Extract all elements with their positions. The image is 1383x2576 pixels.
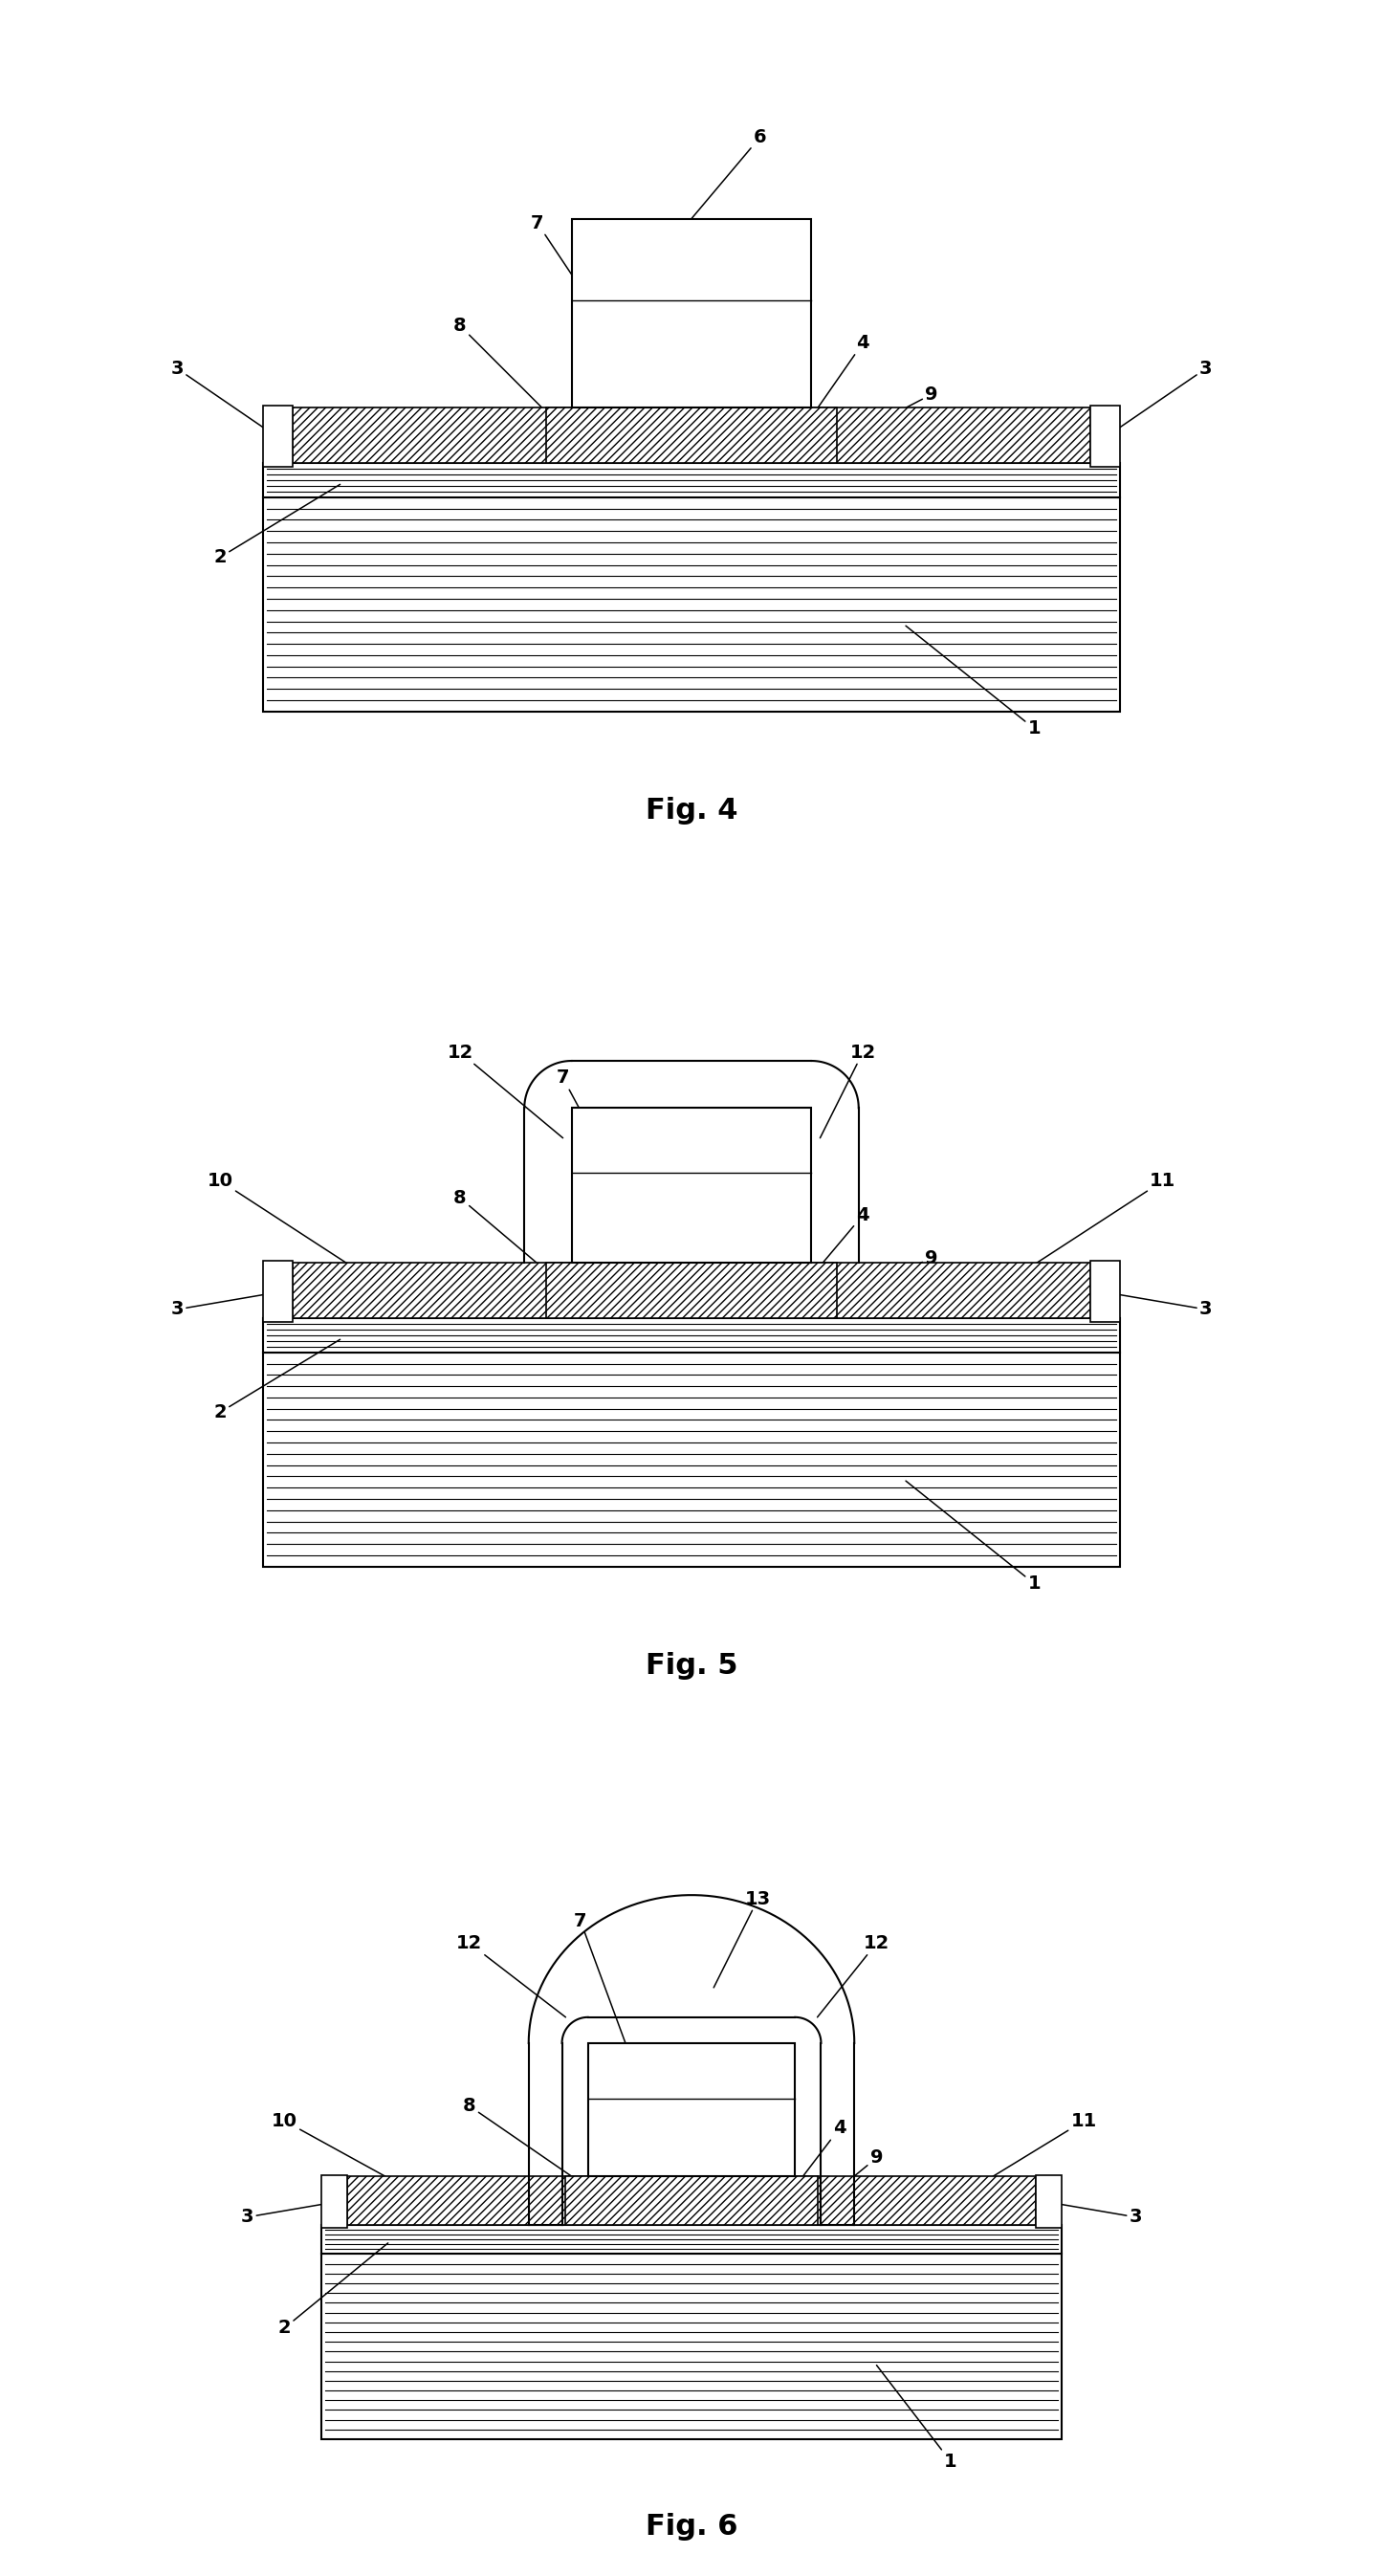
Bar <box>263 497 1120 711</box>
Text: 10: 10 <box>207 1172 391 1293</box>
Bar <box>263 1260 293 1321</box>
Bar <box>263 1319 1120 1352</box>
Bar <box>293 1262 1090 1319</box>
Text: 2: 2 <box>213 1340 340 1422</box>
Text: 3: 3 <box>1050 2202 1142 2226</box>
Bar <box>263 404 293 466</box>
Text: 11: 11 <box>950 2112 1097 2202</box>
Bar <box>321 2254 1062 2439</box>
Text: 7: 7 <box>574 1911 632 2061</box>
Text: 12: 12 <box>447 1043 563 1139</box>
Text: 8: 8 <box>463 2097 588 2187</box>
Text: Fig. 6: Fig. 6 <box>646 2514 737 2540</box>
Bar <box>588 2043 795 2177</box>
Bar <box>1090 404 1120 466</box>
Text: 12: 12 <box>456 1935 566 2017</box>
Text: Fig. 4: Fig. 4 <box>646 796 737 824</box>
Text: 4: 4 <box>780 2120 846 2205</box>
Text: 12: 12 <box>817 1935 889 2017</box>
Text: 6: 6 <box>692 129 766 219</box>
Text: 1: 1 <box>906 626 1041 737</box>
Bar <box>571 1108 812 1262</box>
Bar <box>546 1262 837 1319</box>
Text: 3: 3 <box>170 1293 278 1319</box>
Text: 8: 8 <box>454 1190 571 1293</box>
Bar <box>566 2177 817 2226</box>
Text: 3: 3 <box>1105 1293 1213 1319</box>
Text: 1: 1 <box>906 1481 1041 1592</box>
Bar <box>321 2226 1062 2254</box>
Bar <box>263 1352 1120 1566</box>
Text: Fig. 5: Fig. 5 <box>646 1651 737 1680</box>
Text: 3: 3 <box>1105 361 1213 438</box>
Bar <box>293 407 1090 464</box>
Text: 3: 3 <box>170 361 278 438</box>
Text: 4: 4 <box>794 335 870 440</box>
Text: 7: 7 <box>556 1069 622 1190</box>
Text: 8: 8 <box>454 317 571 438</box>
Text: 1: 1 <box>877 2365 957 2470</box>
Bar <box>571 219 812 407</box>
Text: 4: 4 <box>794 1206 870 1296</box>
Bar <box>347 2177 1036 2226</box>
Text: 10: 10 <box>271 2112 433 2202</box>
Bar <box>263 464 1120 497</box>
Text: 3: 3 <box>241 2202 333 2226</box>
Text: 9: 9 <box>820 1249 938 1309</box>
Text: 9: 9 <box>820 386 938 453</box>
Bar <box>546 407 837 464</box>
Text: 7: 7 <box>531 214 606 325</box>
Text: 2: 2 <box>278 2244 389 2336</box>
Text: 9: 9 <box>806 2148 882 2215</box>
Bar <box>1036 2174 1062 2228</box>
Text: 11: 11 <box>992 1172 1176 1293</box>
Text: 13: 13 <box>714 1891 772 1989</box>
Bar <box>1090 1260 1120 1321</box>
Text: 2: 2 <box>213 484 340 567</box>
Text: 12: 12 <box>820 1043 875 1139</box>
Bar <box>321 2174 347 2228</box>
